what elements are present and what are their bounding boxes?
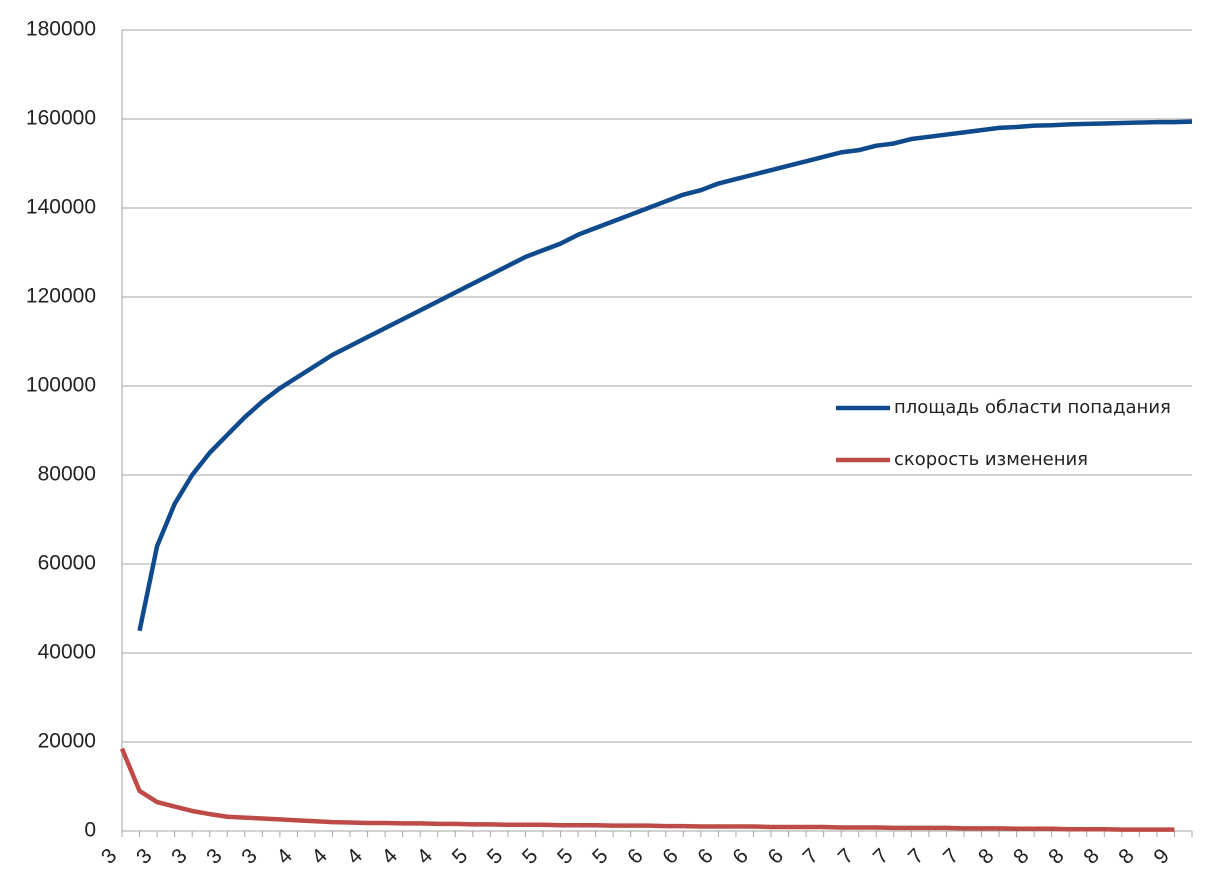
y-tick-label: 180000 bbox=[26, 18, 96, 41]
x-tick-label: 7 bbox=[834, 844, 859, 869]
x-tick-label: 3 bbox=[237, 844, 262, 869]
y-tick-label: 0 bbox=[84, 819, 96, 842]
y-tick-label: 160000 bbox=[26, 107, 96, 130]
legend-label: скорость изменения bbox=[894, 449, 1088, 470]
x-tick-label: 8 bbox=[974, 844, 999, 869]
x-tick-label: 8 bbox=[1044, 844, 1069, 869]
x-tick-label: 5 bbox=[518, 844, 543, 869]
y-tick-label: 60000 bbox=[38, 552, 96, 575]
x-tick-label: 3 bbox=[202, 844, 227, 869]
x-tick-label: 7 bbox=[869, 844, 894, 869]
x-tick-label: 6 bbox=[728, 844, 753, 869]
y-tick-label: 100000 bbox=[26, 374, 96, 397]
x-tick-label: 4 bbox=[413, 844, 438, 869]
x-tick-label: 8 bbox=[1009, 844, 1034, 869]
x-tick-label: 4 bbox=[307, 844, 332, 869]
x-tick-label: 5 bbox=[448, 844, 473, 869]
x-tick-label: 7 bbox=[799, 844, 824, 869]
x-tick-label: 3 bbox=[97, 844, 122, 869]
x-tick-label: 8 bbox=[1079, 844, 1104, 869]
x-tick-label: 8 bbox=[1114, 844, 1139, 869]
series-line bbox=[137, 119, 1193, 632]
x-tick-label: 7 bbox=[904, 844, 929, 869]
x-tick-label: 3 bbox=[132, 844, 157, 869]
x-tick-label: 5 bbox=[553, 844, 578, 869]
x-tick-label: 5 bbox=[588, 844, 613, 869]
x-tick-label: 6 bbox=[658, 844, 683, 869]
y-tick-label: 80000 bbox=[38, 463, 96, 486]
legend-label: площадь области попадания bbox=[894, 397, 1171, 418]
x-tick-label: 6 bbox=[693, 844, 718, 869]
x-tick-label: 9 bbox=[1149, 844, 1174, 869]
y-tick-label: 120000 bbox=[26, 285, 96, 308]
y-tick-label: 40000 bbox=[38, 641, 96, 664]
x-tick-label: 7 bbox=[939, 844, 964, 869]
y-tick-label: 20000 bbox=[38, 730, 96, 753]
series-line bbox=[119, 747, 1175, 832]
x-tick-label: 4 bbox=[343, 844, 368, 869]
x-tick-label: 3 bbox=[167, 844, 192, 869]
x-tick-label: 6 bbox=[763, 844, 788, 869]
x-tick-label: 4 bbox=[272, 844, 297, 869]
x-tick-label: 4 bbox=[378, 844, 403, 869]
y-tick-label: 140000 bbox=[26, 196, 96, 219]
x-tick-label: 5 bbox=[483, 844, 508, 869]
x-tick-label: 6 bbox=[623, 844, 648, 869]
